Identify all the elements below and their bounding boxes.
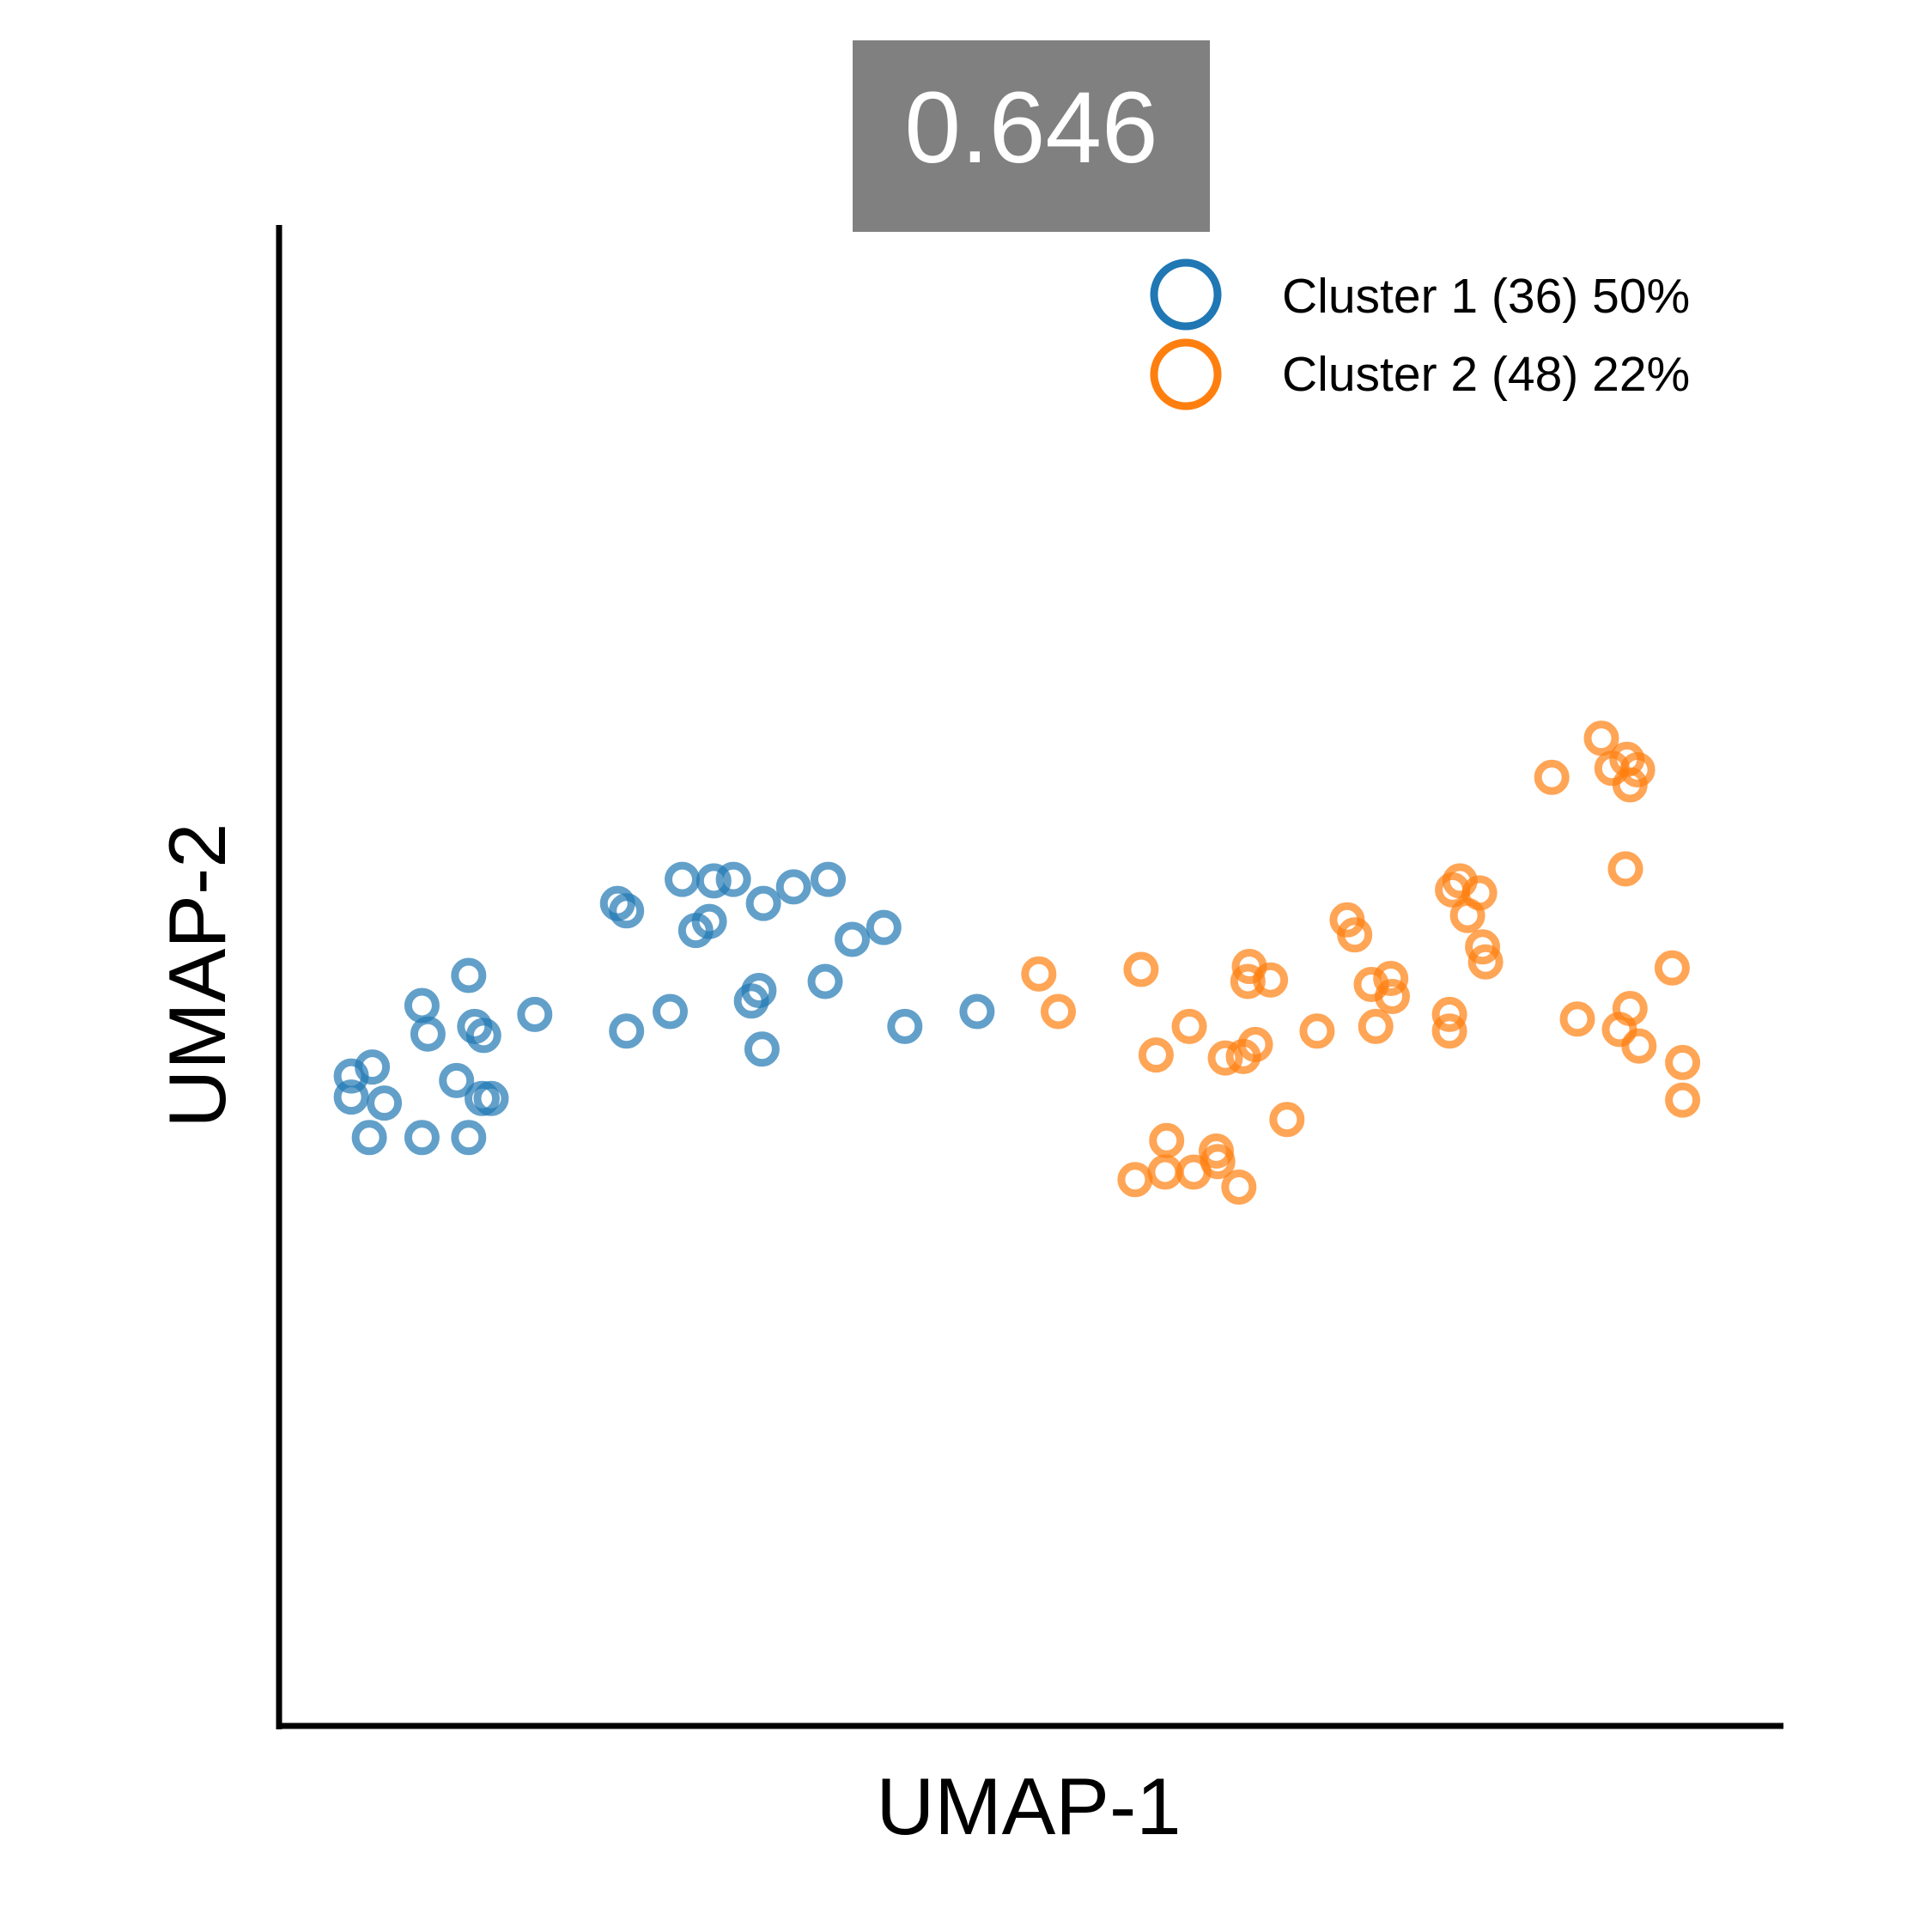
series-cluster-2: [1021, 720, 1701, 1205]
points-layer: [333, 720, 1701, 1205]
cluster-2-point-43: [1559, 1001, 1595, 1037]
cluster-2-point-32: [1461, 875, 1498, 911]
cluster-1-point-32: [835, 921, 870, 957]
cluster-1-point-14: [473, 1080, 509, 1116]
cluster-2-point-46: [1654, 950, 1690, 986]
y-axis-label: UMAP-2: [152, 823, 242, 1127]
cluster-1-point-27: [741, 973, 777, 1008]
cluster-2-point-11: [1200, 1144, 1236, 1180]
cluster-2-point-44: [1612, 991, 1648, 1026]
cluster-1-point-15: [451, 1120, 487, 1156]
cluster-1-point-3: [355, 1049, 391, 1085]
score-value: 0.646: [904, 71, 1157, 185]
cluster-1-point-18: [609, 893, 645, 929]
legend-label-cluster-1: Cluster 1 (36) 50%: [1282, 269, 1690, 324]
cluster-2-point-19: [1269, 1102, 1305, 1138]
cluster-1-point-20: [653, 993, 688, 1030]
cluster-1-point-33: [811, 861, 846, 897]
legend-item-cluster-1: Cluster 1 (36) 50%: [1150, 258, 1690, 331]
cluster-2-point-47: [1665, 1044, 1701, 1080]
cluster-1-point-5: [351, 1120, 387, 1156]
cluster-2-point-27: [1431, 1013, 1467, 1049]
cluster-1-point-12: [465, 1018, 501, 1054]
legend-marker-cluster-1: [1150, 258, 1222, 331]
cluster-2-point-4: [1138, 1037, 1174, 1073]
legend-label-cluster-2: Cluster 2 (48) 22%: [1282, 347, 1690, 402]
cluster-1-point-30: [775, 869, 811, 905]
cluster-1-point-9: [439, 1062, 475, 1098]
cluster-1-point-34: [866, 909, 902, 945]
cluster-1-point-25: [715, 861, 751, 897]
cluster-2-point-15: [1230, 963, 1266, 999]
cluster-2-point-33: [1465, 929, 1501, 965]
cluster-1-point-2: [333, 1079, 369, 1115]
cluster-2-point-1: [1021, 956, 1057, 992]
cluster-2-point-25: [1375, 979, 1410, 1014]
cluster-1-point-21: [665, 861, 700, 897]
cluster-2-point-9: [1171, 1008, 1207, 1044]
cluster-2-point-18: [1253, 962, 1289, 998]
cluster-2-point-48: [1665, 1082, 1701, 1118]
cluster-1-point-10: [451, 957, 487, 993]
cluster-2-point-34: [1467, 944, 1504, 980]
cluster-1-point-36: [959, 993, 995, 1030]
cluster-2-point-26: [1358, 1008, 1394, 1044]
cluster-1-point-24: [696, 863, 732, 899]
cluster-2-point-20: [1299, 1013, 1335, 1049]
cluster-1-point-19: [609, 1013, 645, 1049]
cluster-1-point-4: [367, 1085, 403, 1121]
legend-item-cluster-2: Cluster 2 (48) 22%: [1150, 338, 1690, 410]
cluster-2-point-8: [1149, 1122, 1185, 1158]
cluster-1-point-8: [410, 1016, 446, 1052]
score-badge: 0.646: [853, 40, 1210, 232]
cluster-2-point-2: [1041, 993, 1076, 1030]
cluster-2-point-13: [1221, 1170, 1257, 1205]
series-cluster-1: [333, 861, 995, 1156]
cluster-2-point-24: [1373, 961, 1409, 996]
cluster-2-point-36: [1583, 720, 1619, 756]
cluster-1-point-28: [744, 1031, 780, 1067]
cluster-2-point-41: [1619, 752, 1656, 787]
cluster-1-point-7: [404, 987, 440, 1024]
cluster-1-point-23: [691, 903, 727, 939]
score-box: [853, 40, 1210, 232]
cluster-1-point-31: [807, 963, 843, 999]
cluster-1-point-16: [517, 996, 553, 1032]
cluster-2-point-35: [1534, 759, 1570, 795]
cluster-2-point-17: [1237, 1026, 1273, 1062]
cluster-2-point-6: [1147, 1154, 1183, 1190]
cluster-2-point-38: [1607, 851, 1643, 887]
legend: Cluster 1 (36) 50% Cluster 2 (48) 22%: [1150, 258, 1690, 410]
cluster-2-point-3: [1123, 951, 1159, 987]
cluster-1-point-6: [404, 1120, 440, 1156]
cluster-2-point-5: [1117, 1162, 1153, 1198]
cluster-1-point-29: [745, 885, 781, 921]
cluster-2-point-28: [1431, 996, 1467, 1032]
cluster-2-point-12: [1207, 1040, 1243, 1076]
cluster-2-point-45: [1621, 1028, 1657, 1064]
cluster-1-point-35: [887, 1008, 923, 1044]
legend-marker-cluster-2: [1150, 338, 1222, 410]
x-axis-label: UMAP-1: [876, 1761, 1181, 1851]
cluster-2-point-22: [1337, 917, 1373, 953]
